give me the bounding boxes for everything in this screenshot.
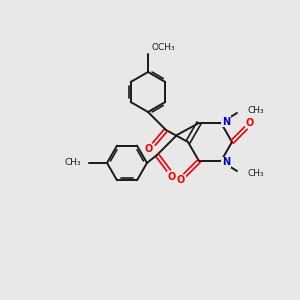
Text: N: N [222, 157, 230, 167]
Text: CH₃: CH₃ [247, 106, 264, 116]
Text: O: O [168, 172, 176, 182]
Text: O: O [145, 144, 153, 154]
Text: O: O [246, 118, 254, 128]
Text: O: O [177, 175, 185, 185]
Text: CH₃: CH₃ [247, 169, 264, 178]
Text: OCH₃: OCH₃ [152, 44, 175, 52]
Text: N: N [222, 117, 230, 127]
Text: CH₃: CH₃ [64, 158, 81, 167]
